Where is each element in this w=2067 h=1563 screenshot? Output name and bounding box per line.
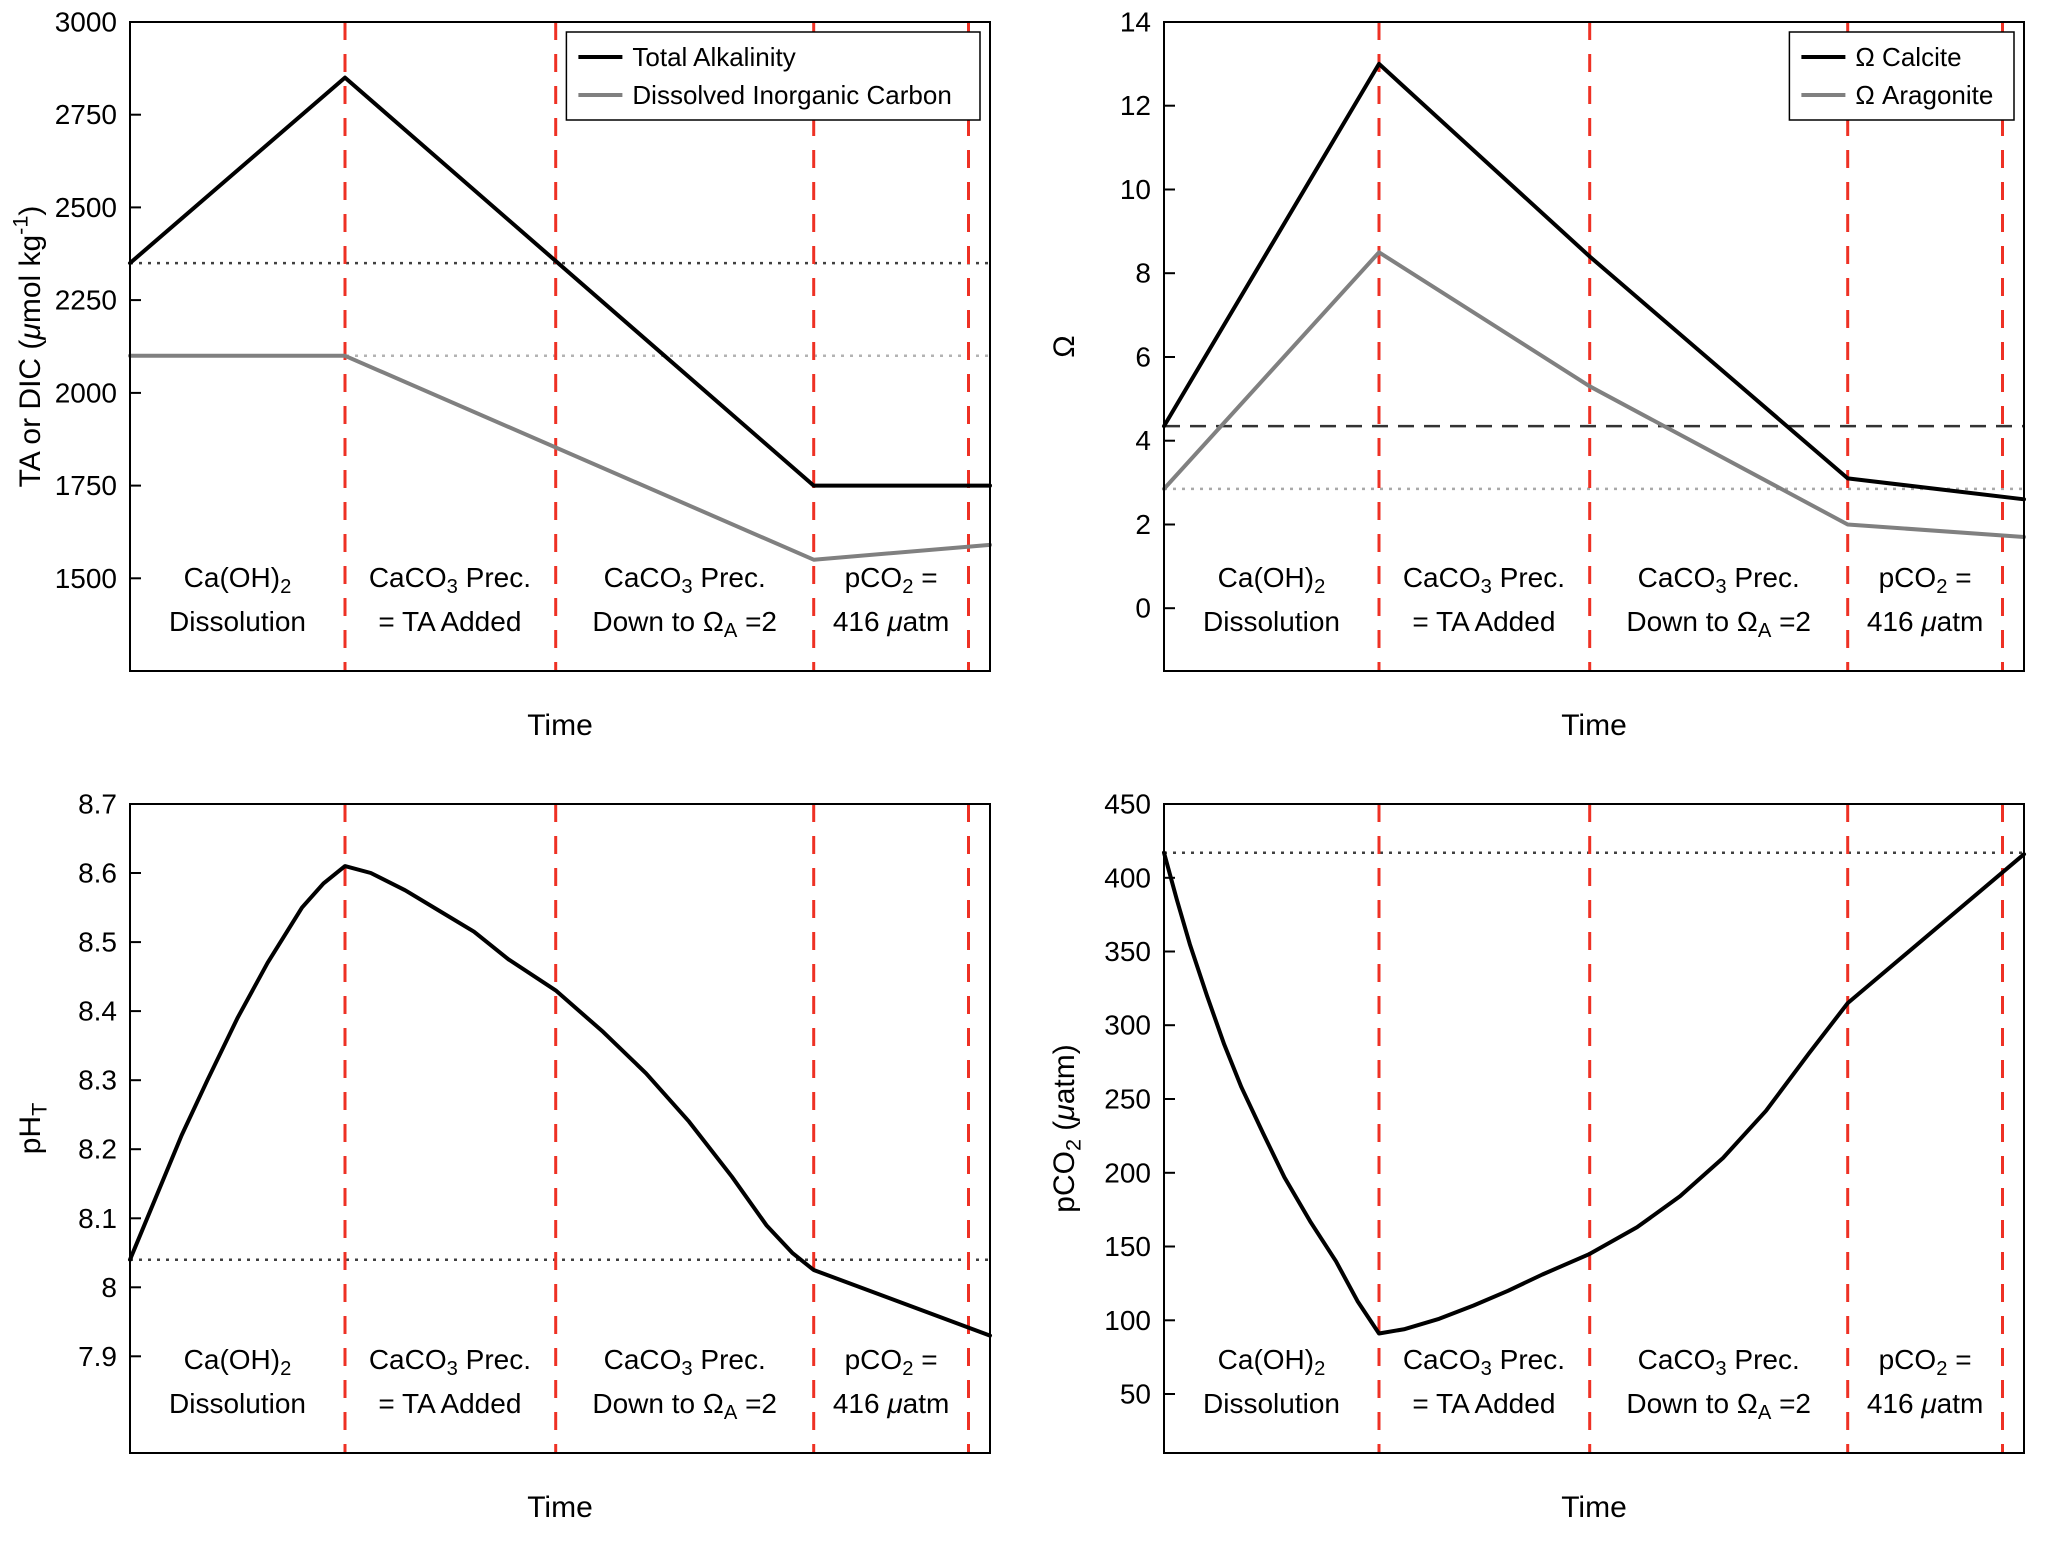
y-tick-label: 8 <box>1135 258 1151 289</box>
y-tick-label: 14 <box>1120 7 1151 38</box>
phase-label-line2: 416 μatm <box>1867 606 1984 637</box>
phase-label-line1: CaCO3 Prec. <box>1403 562 1565 598</box>
panel-pco2-chart: Ca(OH)2 Dissolution CaCO3 Prec. = TA Added C… <box>1048 789 2026 1524</box>
axes-box <box>1163 803 2025 1454</box>
phase-label-line2: 416 μatm <box>833 1388 950 1419</box>
y-tick-label: 350 <box>1104 936 1151 967</box>
y-tick-label: 8.7 <box>78 789 117 820</box>
phase-label-line1: CaCO3 Prec. <box>369 1344 531 1380</box>
phase-label-line2: = TA Added <box>378 1388 521 1419</box>
y-tick-label: 8.3 <box>78 1065 117 1096</box>
plot-area <box>130 804 990 1453</box>
phase-label-line1: Ca(OH)2 <box>1218 1344 1326 1380</box>
legend-label: Total Alkalinity <box>632 42 795 72</box>
x-axis-label: Time <box>1561 709 1627 742</box>
phase-label-line1: pCO2 = <box>845 1344 938 1380</box>
y-tick-label: 200 <box>1104 1157 1151 1188</box>
phase-label-line2: Dissolution <box>169 606 306 637</box>
y-tick-label: 7.9 <box>78 1341 117 1372</box>
series-line <box>1162 61 2026 502</box>
phase-label-line1: pCO2 = <box>1879 1344 1972 1380</box>
y-tick-label: 10 <box>1120 174 1151 205</box>
panel-ph-chart: Ca(OH)2 Dissolution CaCO3 Prec. = TA Added C… <box>14 789 992 1524</box>
phase-label-line2: = TA Added <box>1412 1388 1555 1419</box>
phase-label-line2: Down to ΩA =2 <box>592 1388 777 1424</box>
phase-label-line2: Down to ΩA =2 <box>1626 1388 1811 1424</box>
x-axis-label: Time <box>1561 1491 1627 1524</box>
y-tick-label: 2750 <box>55 99 117 130</box>
series-line <box>128 353 992 562</box>
y-tick-label: 2250 <box>55 285 117 316</box>
phase-label-line2: 416 μatm <box>833 606 950 637</box>
axes-box <box>1163 21 2025 672</box>
legend-box <box>565 31 981 121</box>
y-tick-label: 2 <box>1135 509 1151 540</box>
y-tick-label: 8.6 <box>78 858 117 889</box>
y-tick-label: 450 <box>1104 789 1151 820</box>
y-axis-label: Ω <box>1048 335 1081 357</box>
y-tick-label: 8.5 <box>78 927 117 958</box>
y-tick-label: 6 <box>1135 342 1151 373</box>
y-tick-label: 8 <box>101 1272 117 1303</box>
phase-label-line1: CaCO3 Prec. <box>1638 562 1800 598</box>
legend-box <box>1788 31 2015 121</box>
y-tick-label: 12 <box>1120 90 1151 121</box>
y-tick-label: 8.1 <box>78 1203 117 1234</box>
x-axis-label: Time <box>527 1491 593 1524</box>
y-tick-label: 2500 <box>55 192 117 223</box>
y-tick-label: 100 <box>1104 1305 1151 1336</box>
phase-label-line1: pCO2 = <box>845 562 938 598</box>
phase-label-line2: Down to ΩA =2 <box>1626 606 1811 642</box>
y-tick-label: 300 <box>1104 1010 1151 1041</box>
plot-area <box>1164 804 2024 1453</box>
y-tick-label: 150 <box>1104 1231 1151 1262</box>
legend-label: Ω Calcite <box>1855 42 1961 72</box>
plot-area <box>1164 22 2024 671</box>
y-tick-label: 8.2 <box>78 1134 117 1165</box>
panel-ta-dic-chart: Ca(OH)2 Dissolution CaCO3 Prec. = TA Added C… <box>7 7 992 742</box>
phase-label-line2: Dissolution <box>169 1388 306 1419</box>
phase-label-line1: Ca(OH)2 <box>184 562 292 598</box>
y-tick-label: 1750 <box>55 470 117 501</box>
x-axis-label: Time <box>527 709 593 742</box>
series-line <box>1162 250 2026 539</box>
y-tick-label: 50 <box>1120 1379 1151 1410</box>
phase-label-line1: Ca(OH)2 <box>184 1344 292 1380</box>
series-line <box>128 864 992 1338</box>
phase-label-line2: Dissolution <box>1203 1388 1340 1419</box>
phase-label-line2: = TA Added <box>378 606 521 637</box>
phase-label-line2: = TA Added <box>1412 606 1555 637</box>
panel-omega-chart: Ca(OH)2 Dissolution CaCO3 Prec. = TA Added C… <box>1048 7 2026 742</box>
phase-label-line1: Ca(OH)2 <box>1218 562 1326 598</box>
y-axis-label: TA or DIC (μmol kg-1) <box>7 206 47 488</box>
phase-label-line1: CaCO3 Prec. <box>369 562 531 598</box>
phase-label-line1: CaCO3 Prec. <box>1403 1344 1565 1380</box>
phase-label-line1: CaCO3 Prec. <box>1638 1344 1800 1380</box>
y-tick-label: 400 <box>1104 862 1151 893</box>
legend-label: Dissolved Inorganic Carbon <box>632 80 951 110</box>
legend-label: Ω Aragonite <box>1855 80 1993 110</box>
phase-label-line2: Down to ΩA =2 <box>592 606 777 642</box>
series-line <box>128 75 992 488</box>
y-axis-label: pCO2 (μatm) <box>1048 1044 1086 1212</box>
y-tick-label: 2000 <box>55 377 117 408</box>
y-tick-label: 0 <box>1135 593 1151 624</box>
phase-label-line1: pCO2 = <box>1879 562 1972 598</box>
y-tick-label: 250 <box>1104 1084 1151 1115</box>
plot-area <box>130 22 990 671</box>
y-tick-label: 4 <box>1135 425 1151 456</box>
y-tick-label: 3000 <box>55 7 117 38</box>
axes-box <box>129 21 991 672</box>
y-tick-label: 1500 <box>55 563 117 594</box>
phase-label-line1: CaCO3 Prec. <box>604 1344 766 1380</box>
axes-box <box>129 803 991 1454</box>
series-line <box>1162 850 2026 1336</box>
y-axis-label: pHT <box>14 1103 52 1155</box>
phase-label-line1: CaCO3 Prec. <box>604 562 766 598</box>
phase-label-line2: Dissolution <box>1203 606 1340 637</box>
y-tick-label: 8.4 <box>78 996 117 1027</box>
phase-label-line2: 416 μatm <box>1867 1388 1984 1419</box>
